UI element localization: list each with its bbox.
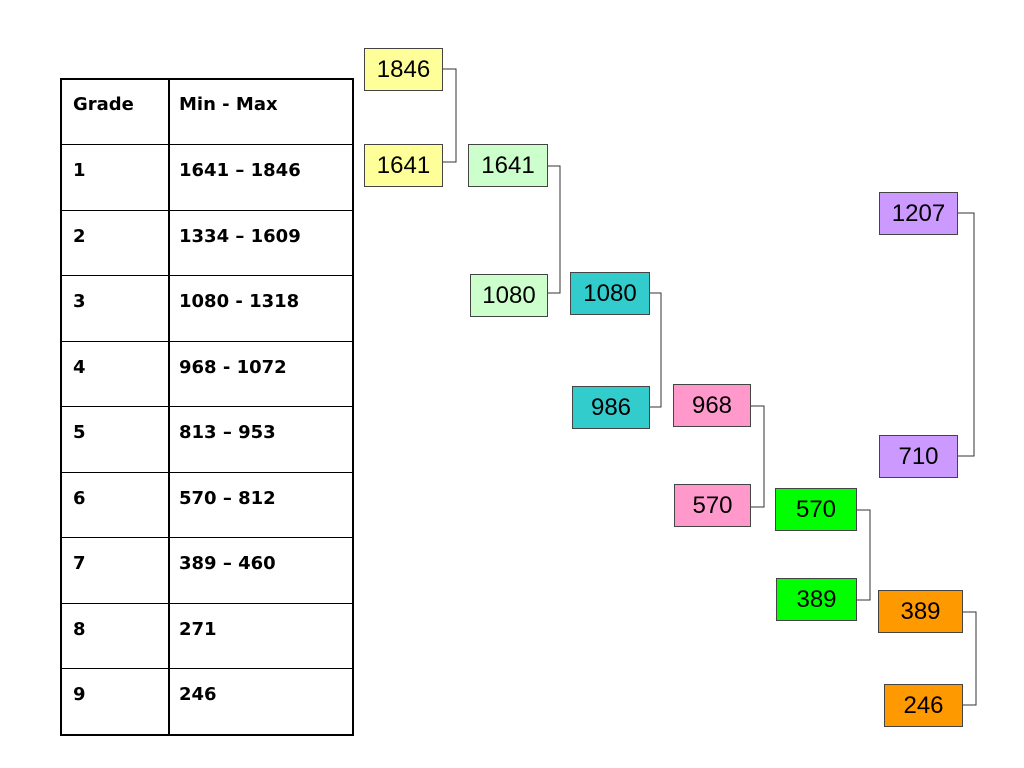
bracket-connector <box>857 509 871 601</box>
row-divider <box>62 341 352 342</box>
bracket-connector <box>548 165 561 294</box>
value-box: 968 <box>673 384 751 427</box>
range-cell: 968 - 1072 <box>179 357 287 378</box>
value-box: 389 <box>878 590 963 633</box>
bracket-connector <box>751 405 765 508</box>
range-cell: 246 <box>179 684 217 705</box>
range-cell: 1334 – 1609 <box>179 226 301 247</box>
grade-cell: 9 <box>73 684 86 705</box>
value-box: 570 <box>775 488 857 531</box>
grade-cell: 3 <box>73 291 86 312</box>
grade-cell: 1 <box>73 160 86 181</box>
value-box: 1641 <box>468 144 548 187</box>
column-divider <box>168 80 170 734</box>
range-cell: 1641 – 1846 <box>179 160 301 181</box>
value-box: 986 <box>572 386 650 429</box>
header-grade: Grade <box>73 94 134 115</box>
row-divider <box>62 210 352 211</box>
range-cell: 271 <box>179 619 217 640</box>
bracket-connector <box>958 212 975 457</box>
grade-cell: 4 <box>73 357 86 378</box>
row-divider <box>62 472 352 473</box>
value-box: 710 <box>879 435 958 478</box>
grade-table: Grade Min - Max 1 1641 – 1846 2 1334 – 1… <box>60 78 354 736</box>
grade-cell: 6 <box>73 488 86 509</box>
row-divider <box>62 144 352 145</box>
row-divider <box>62 537 352 538</box>
value-box: 1207 <box>879 192 958 235</box>
bracket-connector <box>963 611 977 706</box>
range-cell: 570 – 812 <box>179 488 276 509</box>
row-divider <box>62 603 352 604</box>
row-divider <box>62 275 352 276</box>
value-box: 1641 <box>364 144 443 187</box>
row-divider <box>62 406 352 407</box>
grade-cell: 7 <box>73 553 86 574</box>
range-cell: 813 – 953 <box>179 422 276 443</box>
range-cell: 1080 - 1318 <box>179 291 300 312</box>
value-box: 389 <box>776 578 857 621</box>
value-box: 570 <box>674 484 751 527</box>
grade-cell: 8 <box>73 619 86 640</box>
grade-cell: 2 <box>73 226 86 247</box>
bracket-connector <box>650 292 662 408</box>
grade-cell: 5 <box>73 422 86 443</box>
range-cell: 389 – 460 <box>179 553 276 574</box>
bracket-connector <box>443 68 457 163</box>
header-min-max: Min - Max <box>179 94 278 115</box>
value-box: 246 <box>884 684 963 727</box>
value-box: 1846 <box>364 48 443 91</box>
value-box: 1080 <box>570 272 650 315</box>
row-divider <box>62 668 352 669</box>
value-box: 1080 <box>470 274 548 317</box>
